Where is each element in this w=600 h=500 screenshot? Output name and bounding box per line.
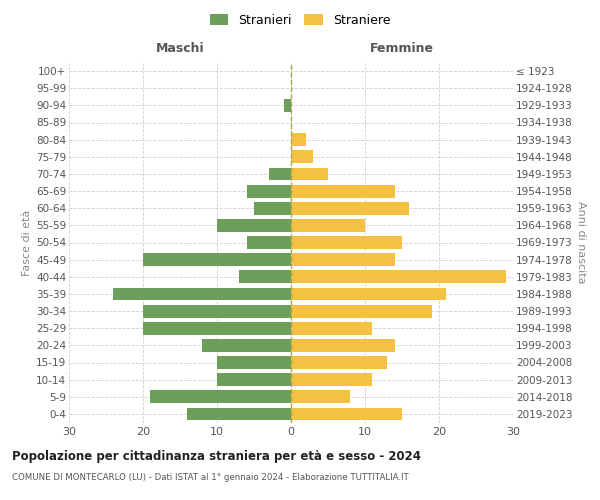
Bar: [143, 253, 291, 266]
Bar: [291, 184, 395, 198]
Y-axis label: Fasce di età: Fasce di età: [22, 210, 32, 276]
Bar: [291, 304, 431, 318]
Legend: Stranieri, Straniere: Stranieri, Straniere: [205, 8, 395, 32]
Bar: [291, 390, 350, 403]
Bar: [291, 219, 365, 232]
Bar: [291, 253, 395, 266]
Bar: [291, 236, 402, 249]
Bar: [291, 373, 373, 386]
Bar: [284, 99, 291, 112]
Bar: [143, 322, 291, 334]
Bar: [187, 408, 291, 420]
Bar: [239, 270, 291, 283]
Bar: [143, 304, 291, 318]
Bar: [291, 168, 328, 180]
Bar: [202, 339, 291, 352]
Bar: [247, 236, 291, 249]
Bar: [247, 184, 291, 198]
Bar: [291, 288, 446, 300]
Bar: [291, 202, 409, 214]
Bar: [269, 168, 291, 180]
Bar: [113, 288, 291, 300]
Bar: [291, 150, 313, 163]
Text: Popolazione per cittadinanza straniera per età e sesso - 2024: Popolazione per cittadinanza straniera p…: [12, 450, 421, 463]
Bar: [291, 356, 387, 369]
Y-axis label: Anni di nascita: Anni di nascita: [577, 201, 586, 284]
Bar: [217, 373, 291, 386]
Bar: [291, 133, 306, 146]
Bar: [254, 202, 291, 214]
Bar: [291, 270, 506, 283]
Text: Maschi: Maschi: [155, 42, 205, 56]
Bar: [217, 219, 291, 232]
Bar: [291, 322, 373, 334]
Bar: [291, 408, 402, 420]
Text: COMUNE DI MONTECARLO (LU) - Dati ISTAT al 1° gennaio 2024 - Elaborazione TUTTITA: COMUNE DI MONTECARLO (LU) - Dati ISTAT a…: [12, 472, 409, 482]
Bar: [291, 339, 395, 352]
Bar: [217, 356, 291, 369]
Bar: [151, 390, 291, 403]
Text: Femmine: Femmine: [370, 42, 434, 56]
